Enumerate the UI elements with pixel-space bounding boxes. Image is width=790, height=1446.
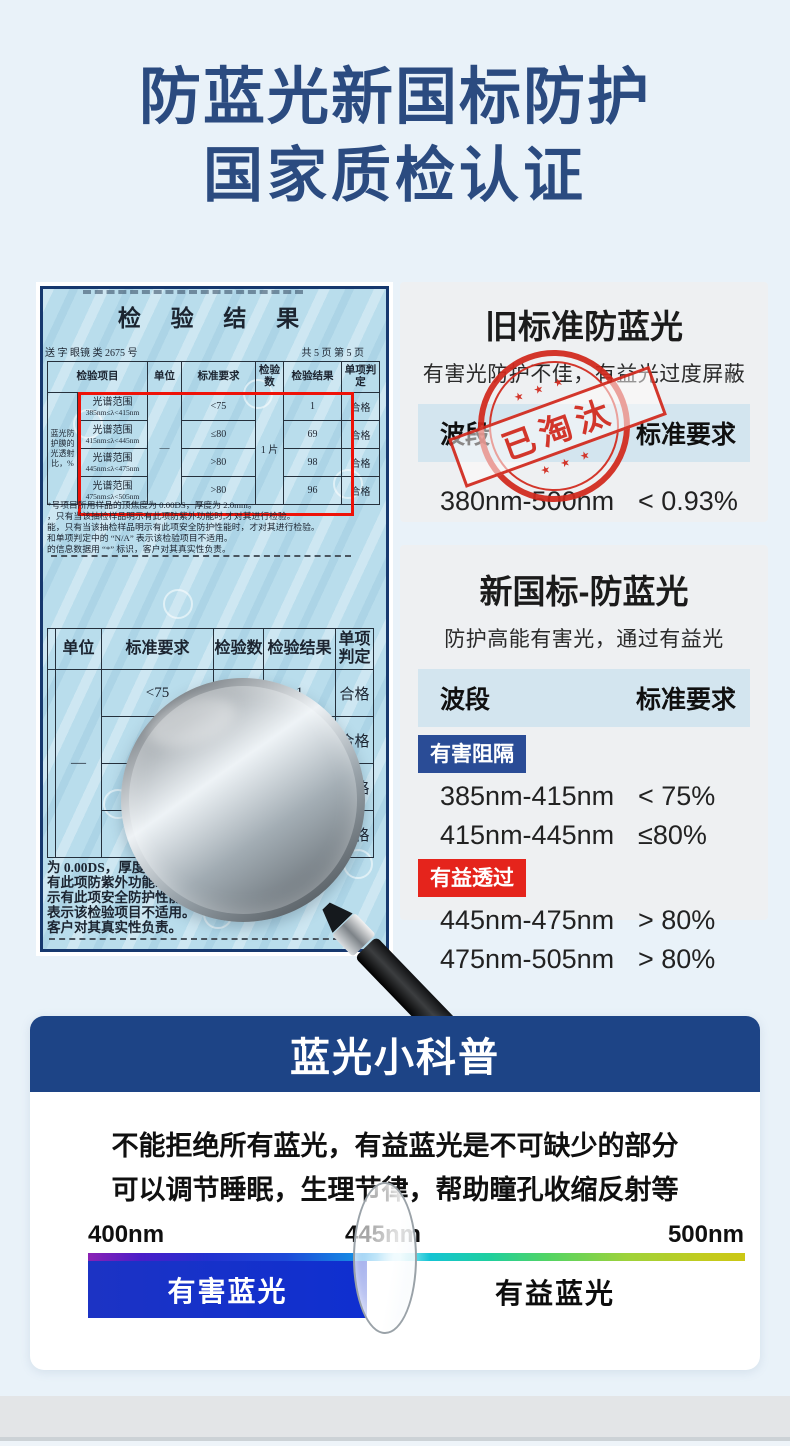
new-standard-subtitle: 防护高能有害光，通过有益光 (444, 628, 724, 651)
item-name: 光谱范围 (92, 452, 133, 464)
new-standard-title: 新国标-防蓝光 (479, 573, 689, 610)
science-card: 蓝光小科普 不能拒绝所有蓝光，有益蓝光是不可缺少的部分 可以调节睡眠，生理节律，… (30, 1016, 760, 1370)
dashed-divider (51, 555, 351, 557)
item-range: 445nm≤λ<475nm (85, 463, 140, 473)
verdict-cell: 合格 (335, 669, 374, 717)
watermark-seal-icon (163, 589, 193, 619)
result-cell: 98 (283, 448, 342, 477)
requirement-cell: <75 (181, 392, 256, 421)
item-range: 415nm≤λ<445nm (85, 435, 140, 445)
footer-pale-strip (0, 1441, 790, 1446)
result-cell: 1 (283, 392, 342, 421)
requirement-value: < 0.93% (638, 486, 738, 516)
science-card-header: 蓝光小科普 (30, 1016, 760, 1092)
report-table-original: 检验项目 单位 标准要求 检验数 检验结果 单项判定 蓝光防护膜的光透射比，% … (47, 361, 380, 505)
requirement-cell: ≤80 (181, 420, 256, 449)
page-title: 防蓝光新国标防护 国家质检认证 (0, 58, 790, 214)
new-standard-row: 415nm-445nm ≤80% (418, 820, 750, 851)
col-header: 单项判定 (335, 628, 374, 670)
note-line: ，只有当该抽检样品明示有此项防紫外功能时,才对其进行检验。 (47, 511, 296, 521)
requirement-cell: >80 (181, 476, 256, 505)
result-cell: 96 (283, 476, 342, 505)
requirement-value: > 80% (638, 944, 716, 974)
requirement-value: < 75% (638, 781, 716, 811)
col-header: 单项判定 (341, 361, 380, 393)
harmful-blue-light-zone: 有害蓝光 (88, 1261, 367, 1318)
table-header-row: 检验项目 单位 标准要求 检验数 检验结果 单项判定 (47, 361, 380, 393)
col-header: 检验项目 (47, 361, 148, 393)
note-line: 能，只有当该抽检样品明示有此项安全防护性能时，才对其进行检验。 (47, 522, 320, 532)
sample-count-cell: 1 片 (255, 392, 284, 505)
requirement-cell: >80 (181, 448, 256, 477)
band-value: 385nm-415nm (440, 781, 615, 811)
beneficial-pass-badge: 有益透过 (418, 859, 526, 897)
old-standard-title: 旧标准防蓝光 (485, 308, 683, 345)
band-value: 445nm-475nm (440, 905, 615, 935)
item-range: 475nm≤λ<505nm (85, 491, 140, 501)
table-row: 蓝光防护膜的光透射比，% 光谱范围 385nm≤λ<415nm — <75 1 片… (47, 392, 380, 505)
col-header: 检验数 (213, 628, 264, 670)
new-standard-row: 445nm-475nm > 80% (418, 905, 750, 936)
col-header: 单位 (147, 361, 182, 393)
requirement-value: ≤80% (638, 820, 707, 850)
item-name: 光谱范围 (92, 424, 133, 436)
band-column-header: 波段 (440, 686, 491, 714)
footer-gray-band (0, 1396, 790, 1437)
verdict-cell: 合格 (341, 448, 380, 477)
spectrum-label-500nm: 500nm (667, 1221, 744, 1248)
verdict-cell: 合格 (341, 420, 380, 449)
page-title-line2: 国家质检认证 (203, 142, 587, 209)
unit-cell: — (55, 669, 102, 858)
requirement-column-header: 标准要求 (636, 421, 737, 449)
band-value: 475nm-505nm (440, 944, 615, 974)
report-doc-number: 送 字 眼镜 类 2675 号 (45, 348, 138, 359)
note-line: 的信息数据用 “*” 标识，客户对其真实性负责。 (47, 544, 231, 554)
note-line: *号项目所用样品的顶焦度为 0.00DS，厚度为 2.0mm。 (47, 500, 257, 510)
item-name: 光谱范围 (92, 396, 133, 408)
new-standard-row: 385nm-415nm < 75% (418, 781, 750, 812)
table-row: 光谱范围 475nm≤λ<505nm >80 96 合格 (48, 476, 380, 505)
col-header: 单位 (55, 628, 102, 670)
new-standard-table-header: 波段 标准要求 (418, 669, 750, 727)
verdict-cell: 合格 (341, 392, 380, 421)
band-value: 415nm-445nm (440, 820, 615, 850)
new-standard-card: 新国标-防蓝光 防护高能有害光，通过有益光 波段 标准要求 有害阻隔 385nm… (400, 545, 768, 974)
verdict-cell: 合格 (341, 476, 380, 505)
beneficial-blue-light-label: 有益蓝光 (494, 1278, 616, 1309)
row-group-label: 蓝光防护膜的光透射比，% (47, 392, 78, 505)
note-line: 表示该检验项目不适用。 (47, 905, 196, 920)
lens-icon (353, 1182, 417, 1334)
col-header: 检验结果 (263, 628, 336, 670)
note-line: 和单项判定中的 “N/A” 表示该检验项目不适用。 (47, 533, 233, 543)
spectrum-label-400nm: 400nm (88, 1221, 165, 1248)
requirement-value: > 80% (638, 905, 716, 935)
col-header: 标准要求 (181, 361, 256, 393)
note-line: 客户对其真实性负责。 (47, 920, 182, 935)
table-row: 光谱范围 445nm≤λ<475nm >80 98 合格 (48, 448, 380, 477)
dashed-divider (49, 938, 339, 940)
unit-cell: — (147, 392, 182, 505)
cut-column (47, 628, 56, 670)
report-page-info: 共 5 页 第 5 页 (301, 348, 365, 359)
col-header: 检验结果 (283, 361, 342, 393)
magnifier-lens-icon (121, 678, 365, 922)
table-header-row: 单位 标准要求 检验数 检验结果 单项判定 (47, 628, 374, 670)
footer-divider-line (0, 1437, 790, 1441)
item-name: 光谱范围 (92, 480, 133, 492)
cut-column (47, 669, 56, 858)
col-header: 标准要求 (101, 628, 214, 670)
requirement-column-header: 标准要求 (636, 686, 737, 714)
col-header: 检验数 (255, 361, 284, 393)
cut-off-text-smear (83, 290, 303, 294)
item-range: 385nm≤λ<415nm (85, 407, 140, 417)
table-row: 光谱范围 415nm≤λ<445nm ≤80 69 合格 (48, 420, 380, 449)
science-text-line: 不能拒绝所有蓝光，有益蓝光是不可缺少的部分 (111, 1131, 679, 1161)
harmful-block-badge: 有害阻隔 (418, 735, 526, 773)
result-cell: 69 (283, 420, 342, 449)
report-notes: *号项目所用样品的顶焦度为 0.00DS，厚度为 2.0mm。 ，只有当该抽检样… (47, 500, 377, 555)
report-title: 检 验 结 果 (117, 306, 312, 331)
page-title-line1: 防蓝光新国标防护 (138, 63, 651, 132)
new-standard-row: 475nm-505nm > 80% (418, 944, 750, 975)
